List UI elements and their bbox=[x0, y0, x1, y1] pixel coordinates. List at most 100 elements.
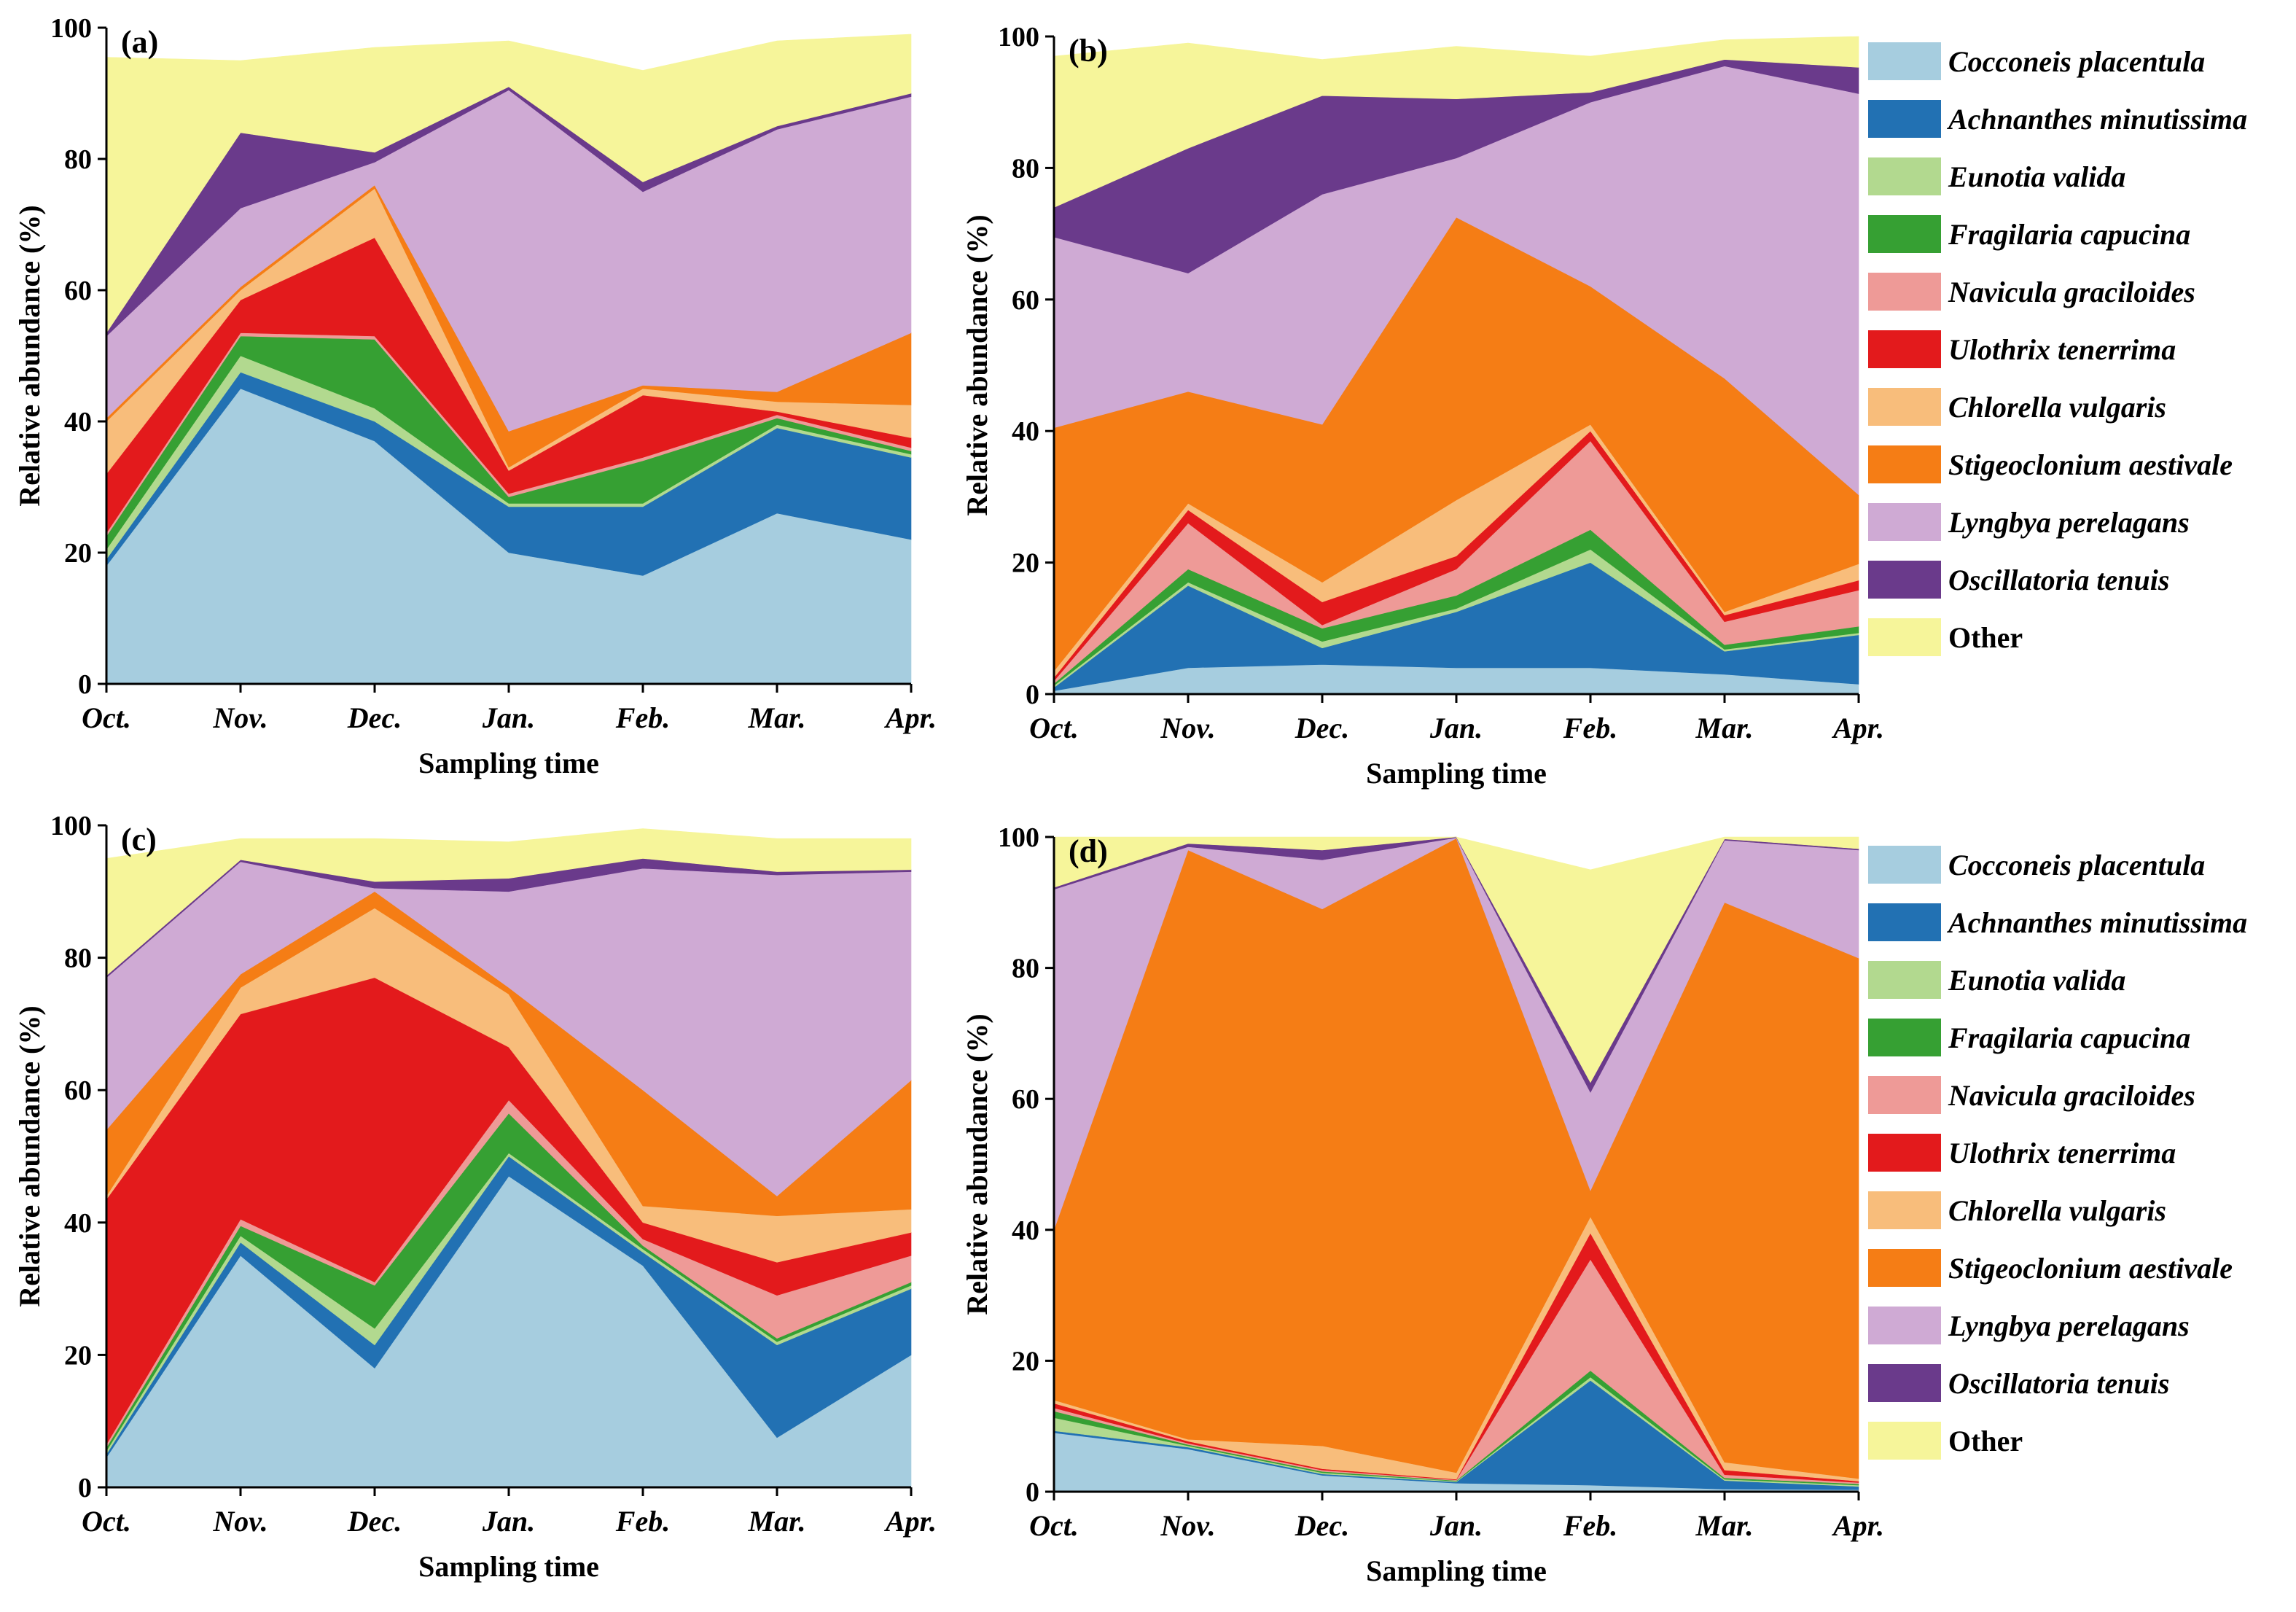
chart-2-areas bbox=[106, 828, 912, 1488]
chart-1-legend-swatch-fragilaria-capucina bbox=[1868, 215, 1941, 253]
chart-3-y-axis-title: Relative abundance (%) bbox=[961, 1013, 993, 1315]
chart-0-y-tick-label-3: 60 bbox=[64, 276, 92, 306]
chart-1-legend-label-fragilaria-capucina: Fragilaria capucina bbox=[1948, 218, 2190, 251]
chart-3-area-stigeoclonium-aestivale bbox=[1053, 838, 1859, 1479]
chart-3-legend-label-eunotia-valida: Eunotia valida bbox=[1948, 964, 2125, 997]
chart-3-x-tick-label-6: Apr. bbox=[1831, 1509, 1884, 1542]
chart-1-legend-label-eunotia-valida: Eunotia valida bbox=[1948, 160, 2125, 193]
chart-1-areas bbox=[1053, 36, 1859, 695]
chart-0-y-tick-label-2: 40 bbox=[64, 407, 92, 437]
chart-2-x-tick-label-1: Nov. bbox=[212, 1505, 268, 1538]
chart-3-y-tick-label-0: 0 bbox=[1026, 1477, 1039, 1508]
chart-1-y-tick-label-3: 60 bbox=[1012, 285, 1039, 316]
chart-1-legend-swatch-lyngbya-perelagans bbox=[1868, 503, 1941, 541]
chart-3-panel: 0 20 40 60 80 100 Oct. Nov. Dec. Jan. Feb. Mar. Apr.… bbox=[961, 822, 2247, 1587]
chart-1-x-tick-label-2: Dec. bbox=[1295, 712, 1349, 744]
chart-2-y-tick-label-0: 0 bbox=[78, 1473, 92, 1503]
chart-1-legend: Cocconeis placentula Achnanthes minutissi… bbox=[1868, 42, 2247, 656]
chart-3-panel-label: (d) bbox=[1069, 833, 1108, 869]
chart-3-legend-swatch-achnanthes-minutissima bbox=[1868, 903, 1941, 941]
chart-0-y-axis-title: Relative abundance (%) bbox=[13, 205, 46, 506]
chart-2-x-tick-label-2: Dec. bbox=[347, 1505, 402, 1538]
chart-3-legend-swatch-lyngbya-perelagans bbox=[1868, 1307, 1941, 1344]
chart-1-legend-swatch-cocconeis-placentula bbox=[1868, 42, 1941, 80]
chart-3-legend-label-other: Other bbox=[1948, 1425, 2023, 1457]
chart-3-y-tick-label-4: 80 bbox=[1012, 954, 1039, 984]
chart-2-y-tick-label-5: 100 bbox=[50, 811, 92, 841]
chart-1-y-tick-label-4: 80 bbox=[1012, 153, 1039, 184]
chart-3-x-tick-label-5: Mar. bbox=[1695, 1509, 1754, 1542]
chart-0-y-tick-label-1: 20 bbox=[64, 538, 92, 569]
chart-3-y-tick-label-3: 60 bbox=[1012, 1084, 1039, 1115]
chart-2-y-tick-label-1: 20 bbox=[64, 1340, 92, 1371]
chart-1-legend-swatch-achnanthes-minutissima bbox=[1868, 100, 1941, 138]
chart-0-x-tick-label-5: Mar. bbox=[748, 701, 806, 734]
chart-3-legend-label-navicula-graciloides: Navicula graciloides bbox=[1948, 1079, 2195, 1112]
chart-3-legend-swatch-ulothrix-tenerrima bbox=[1868, 1134, 1941, 1172]
chart-3-x-axis-title: Sampling time bbox=[1366, 1554, 1547, 1587]
chart-3-x-tick-label-4: Feb. bbox=[1563, 1509, 1617, 1542]
chart-1-legend-label-navicula-graciloides: Navicula graciloides bbox=[1948, 276, 2195, 308]
chart-1-legend-label-oscillatoria-tenuis: Oscillatoria tenuis bbox=[1948, 564, 2169, 596]
chart-0-panel-label: (a) bbox=[121, 24, 158, 60]
chart-0-panel: 0 20 40 60 80 100 Oct. Nov. Dec. Jan. Feb. Mar. Apr.… bbox=[13, 13, 937, 779]
chart-0-x-tick-label-3: Jan. bbox=[482, 701, 535, 734]
chart-0-y-tick-label-4: 80 bbox=[64, 144, 92, 175]
chart-0-x-tick-label-0: Oct. bbox=[82, 701, 131, 734]
chart-3-legend-swatch-navicula-graciloides bbox=[1868, 1076, 1941, 1114]
chart-3-legend-swatch-other bbox=[1868, 1422, 1941, 1460]
chart-1-legend-label-stigeoclonium-aestivale: Stigeoclonium aestivale bbox=[1948, 448, 2233, 481]
chart-3-legend-label-lyngbya-perelagans: Lyngbya perelagans bbox=[1948, 1309, 2190, 1342]
chart-3-y-tick-label-2: 40 bbox=[1012, 1215, 1039, 1246]
chart-1-x-axis-title: Sampling time bbox=[1366, 757, 1547, 790]
chart-1-panel-label: (b) bbox=[1069, 33, 1108, 69]
chart-1-area-other bbox=[1053, 36, 1859, 208]
chart-2-y-axis-title: Relative abundance (%) bbox=[13, 1005, 46, 1307]
chart-2-y-tick-label-2: 40 bbox=[64, 1208, 92, 1239]
chart-0-x-tick-label-2: Dec. bbox=[347, 701, 402, 734]
chart-0-areas bbox=[106, 34, 912, 685]
chart-2-area-other bbox=[106, 828, 912, 976]
chart-0-x-axis-title: Sampling time bbox=[418, 747, 599, 779]
chart-1-legend-swatch-oscillatoria-tenuis bbox=[1868, 561, 1941, 599]
chart-1-legend-swatch-chlorella-vulgaris bbox=[1868, 388, 1941, 426]
chart-3-area-other bbox=[1053, 836, 1859, 1083]
chart-0-y-tick-label-5: 100 bbox=[50, 13, 92, 44]
chart-2-x-tick-label-3: Jan. bbox=[482, 1505, 535, 1538]
chart-3-legend-label-cocconeis-placentula: Cocconeis placentula bbox=[1948, 849, 2205, 881]
chart-1-x-tick-label-3: Jan. bbox=[1429, 712, 1483, 744]
chart-3-legend-swatch-cocconeis-placentula bbox=[1868, 846, 1941, 884]
chart-1-legend-swatch-eunotia-valida bbox=[1868, 157, 1941, 195]
chart-0-y-tick-label-0: 0 bbox=[78, 669, 92, 700]
chart-1-panel: 0 20 40 60 80 100 Oct. Nov. Dec. Jan. Feb. Mar. Apr.… bbox=[961, 22, 2247, 790]
chart-2-panel: 0 20 40 60 80 100 Oct. Nov. Dec. Jan. Feb. Mar. Apr.… bbox=[13, 811, 937, 1583]
chart-1-legend-swatch-other bbox=[1868, 618, 1941, 656]
chart-3-legend-swatch-chlorella-vulgaris bbox=[1868, 1191, 1941, 1229]
chart-1-x-tick-label-1: Nov. bbox=[1160, 712, 1215, 744]
chart-2-x-axis-title: Sampling time bbox=[418, 1550, 599, 1583]
chart-1-x-tick-label-4: Feb. bbox=[1563, 712, 1617, 744]
chart-1-legend-label-lyngbya-perelagans: Lyngbya perelagans bbox=[1948, 506, 2190, 539]
chart-1-legend-label-cocconeis-placentula: Cocconeis placentula bbox=[1948, 45, 2205, 78]
chart-3-x-tick-label-3: Jan. bbox=[1429, 1509, 1483, 1542]
chart-2-panel-label: (c) bbox=[121, 822, 157, 857]
chart-1-y-axis-title: Relative abundance (%) bbox=[961, 214, 993, 515]
chart-0-area-other bbox=[106, 34, 912, 334]
chart-0-x-tick-label-4: Feb. bbox=[615, 701, 670, 734]
chart-1-y-tick-label-5: 100 bbox=[998, 22, 1039, 52]
chart-3-x-tick-label-2: Dec. bbox=[1295, 1509, 1349, 1542]
chart-1-y-tick-label-0: 0 bbox=[1026, 680, 1039, 710]
chart-3-legend-label-chlorella-vulgaris: Chlorella vulgaris bbox=[1948, 1194, 2166, 1227]
chart-3-legend-label-ulothrix-tenerrima: Ulothrix tenerrima bbox=[1948, 1137, 2176, 1169]
chart-1-y-tick-label-2: 40 bbox=[1012, 416, 1039, 447]
chart-2-y-tick-label-3: 60 bbox=[64, 1075, 92, 1106]
chart-3-legend-swatch-stigeoclonium-aestivale bbox=[1868, 1249, 1941, 1287]
chart-2-x-tick-label-6: Apr. bbox=[883, 1505, 937, 1538]
chart-1-legend-swatch-stigeoclonium-aestivale bbox=[1868, 445, 1941, 483]
chart-3-legend: Cocconeis placentula Achnanthes minutissi… bbox=[1868, 846, 2247, 1460]
chart-3-legend-label-fragilaria-capucina: Fragilaria capucina bbox=[1948, 1021, 2190, 1054]
chart-3-x-tick-label-0: Oct. bbox=[1029, 1509, 1079, 1542]
chart-1-legend-label-ulothrix-tenerrima: Ulothrix tenerrima bbox=[1948, 333, 2176, 366]
chart-2-x-tick-label-5: Mar. bbox=[748, 1505, 806, 1538]
